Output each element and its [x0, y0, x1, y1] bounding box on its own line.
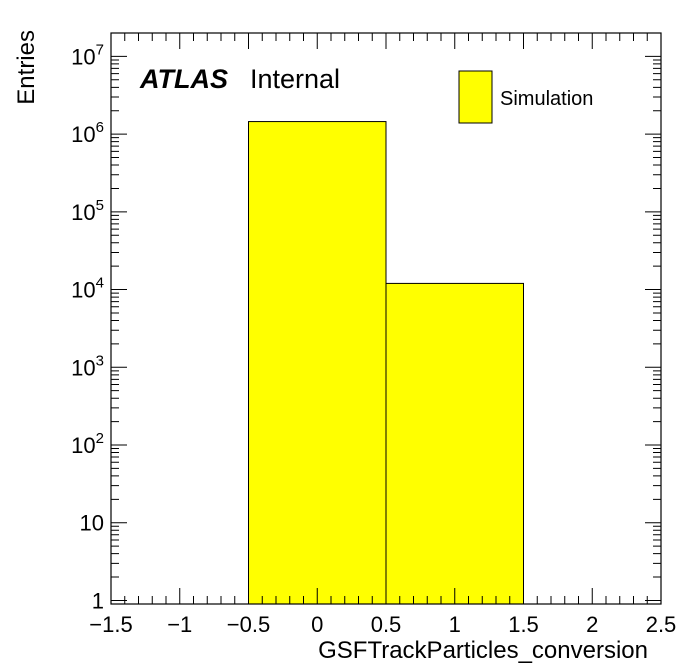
x-tick-label-5: 1 [449, 612, 461, 637]
x-tick-label-7: 2 [586, 612, 598, 637]
x-tick-label-3: 0 [311, 612, 323, 637]
x-tick-label-1: −1 [167, 612, 192, 637]
y-tick-label-5: 105 [71, 197, 104, 225]
y-tick-label-2: 102 [71, 430, 104, 458]
x-axis-title: GSFTrackParticles_conversion [318, 637, 648, 664]
histogram-bars [248, 121, 524, 605]
x-tick-label-0: −1.5 [89, 612, 132, 637]
x-tick-label-6: 1.5 [508, 612, 539, 637]
internal-label: Internal [250, 64, 340, 94]
y-tick-label-6: 106 [71, 119, 104, 147]
tick-labels: −1.5 −1 −0.5 0 0.5 1 1.5 2 2.5 1 10 102 103 104 105 106… [71, 41, 676, 637]
legend: Simulation [458, 70, 593, 124]
x-tick-label-4: 0.5 [371, 612, 402, 637]
legend-label-simulation: Simulation [500, 88, 593, 110]
atlas-label: ATLAS [139, 64, 228, 94]
histogram-bar-0 [248, 121, 387, 605]
tick-marks [110, 32, 662, 604]
legend-swatch-simulation [458, 70, 493, 124]
y-tick-label-7: 107 [71, 41, 104, 69]
y-tick-label-1: 10 [80, 511, 104, 536]
x-tick-label-2: −0.5 [227, 612, 270, 637]
y-axis-title: Entries [13, 30, 40, 105]
axis-ticks [110, 32, 662, 604]
x-tick-label-8: 2.5 [646, 612, 677, 637]
y-tick-label-3: 103 [71, 352, 104, 380]
y-tick-label-0: 1 [92, 588, 104, 613]
y-tick-label-4: 104 [71, 275, 104, 303]
histogram-bar-1 [385, 282, 524, 605]
